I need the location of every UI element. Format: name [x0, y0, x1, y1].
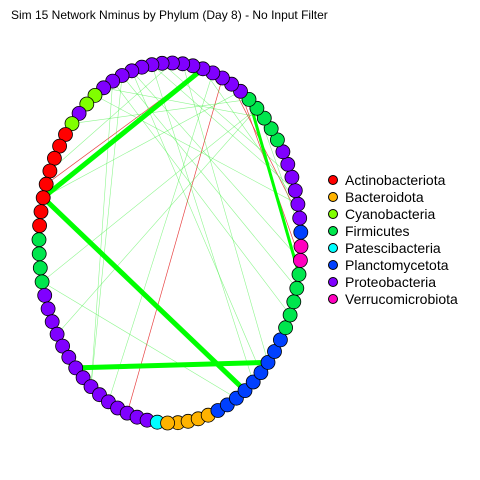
legend-item: Verrucomicrobiota — [328, 290, 458, 307]
legend-swatch — [328, 225, 338, 236]
legend-swatch — [328, 259, 338, 270]
network-node — [253, 365, 269, 381]
network-node — [293, 224, 309, 240]
network-node — [263, 121, 279, 137]
network-node — [71, 106, 87, 121]
legend-item: Cyanobacteria — [328, 205, 458, 222]
positive-edge — [121, 75, 298, 289]
positive-edge — [108, 72, 214, 403]
positive-edge — [151, 64, 254, 383]
network-node — [260, 354, 276, 370]
network-node — [61, 349, 77, 365]
network-node — [160, 415, 176, 431]
network-node — [42, 163, 58, 179]
network-node — [293, 238, 309, 254]
positive-edge — [103, 87, 265, 119]
legend-label: Verrucomicrobiota — [345, 290, 458, 307]
legend-swatch — [328, 293, 338, 304]
network-node — [280, 156, 296, 172]
network-node — [40, 301, 56, 317]
network-node — [68, 360, 84, 376]
legend: Actinobacteriota Bacteroidota Cyanobacteri… — [328, 171, 458, 307]
network-node — [34, 274, 50, 290]
legend-item: Proteobacteria — [328, 273, 458, 290]
network-node — [286, 294, 302, 310]
network-node — [289, 280, 305, 296]
network-node — [58, 127, 73, 142]
positive-edge — [73, 359, 271, 371]
positive-edge — [41, 108, 258, 283]
legend-label: Actinobacteriota — [345, 171, 446, 188]
positive-edge — [151, 64, 296, 191]
legend-swatch — [328, 174, 338, 185]
positive-edge — [94, 95, 299, 205]
network-node — [32, 260, 48, 276]
network-node — [55, 338, 70, 354]
legend-label: Firmicutes — [345, 222, 410, 239]
positive-edge — [247, 97, 301, 276]
legend-label: Patescibacteria — [345, 239, 441, 256]
legend-swatch — [328, 208, 338, 219]
legend-label: Planctomycetota — [345, 256, 449, 273]
network-node — [292, 252, 308, 268]
positive-edge — [71, 99, 250, 124]
network-node — [284, 169, 300, 185]
network-node — [33, 204, 49, 220]
edge-layer — [40, 62, 302, 414]
legend-label: Proteobacteria — [345, 273, 437, 290]
positive-edge — [49, 62, 173, 172]
plot-title: Sim 15 Network Nminus by Phylum (Day 8) … — [11, 8, 328, 22]
legend-label: Bacteroidota — [345, 188, 424, 205]
legend-swatch — [328, 242, 338, 253]
legend-item: Patescibacteria — [328, 239, 458, 256]
legend-swatch — [328, 276, 338, 287]
negative-edge — [126, 77, 223, 414]
positive-edge — [56, 108, 258, 335]
positive-edge — [41, 281, 237, 399]
legend-item: Bacteroidota — [328, 188, 458, 205]
network-node — [282, 307, 298, 323]
network-node — [38, 176, 54, 192]
network-node — [44, 314, 60, 330]
negative-edge — [231, 83, 301, 219]
network-node — [291, 266, 307, 282]
positive-edge — [42, 91, 241, 198]
network-node — [31, 246, 47, 262]
legend-item: Actinobacteriota — [328, 171, 458, 188]
network-node — [256, 110, 272, 126]
network-node — [287, 183, 303, 199]
network-node — [32, 218, 47, 234]
network-node — [64, 116, 80, 131]
positive-edge — [202, 68, 299, 205]
positive-edge — [40, 195, 248, 394]
network-node — [292, 210, 308, 226]
legend-label: Cyanobacteria — [345, 205, 436, 222]
positive-edge — [90, 80, 113, 387]
positive-edge — [40, 66, 206, 201]
positive-edge — [182, 63, 269, 363]
network-node — [37, 287, 53, 303]
network-node — [290, 196, 306, 212]
network-node — [269, 132, 285, 148]
network-node — [267, 344, 282, 359]
node-layer — [31, 55, 309, 431]
positive-edge — [131, 70, 262, 373]
legend-item: Firmicutes — [328, 222, 458, 239]
legend-swatch — [328, 191, 338, 202]
network-node — [47, 150, 62, 166]
positive-edge — [90, 75, 123, 387]
network-node — [35, 190, 51, 206]
legend-item: Planctomycetota — [328, 256, 458, 273]
network-node — [278, 320, 294, 336]
network-node — [31, 232, 47, 248]
